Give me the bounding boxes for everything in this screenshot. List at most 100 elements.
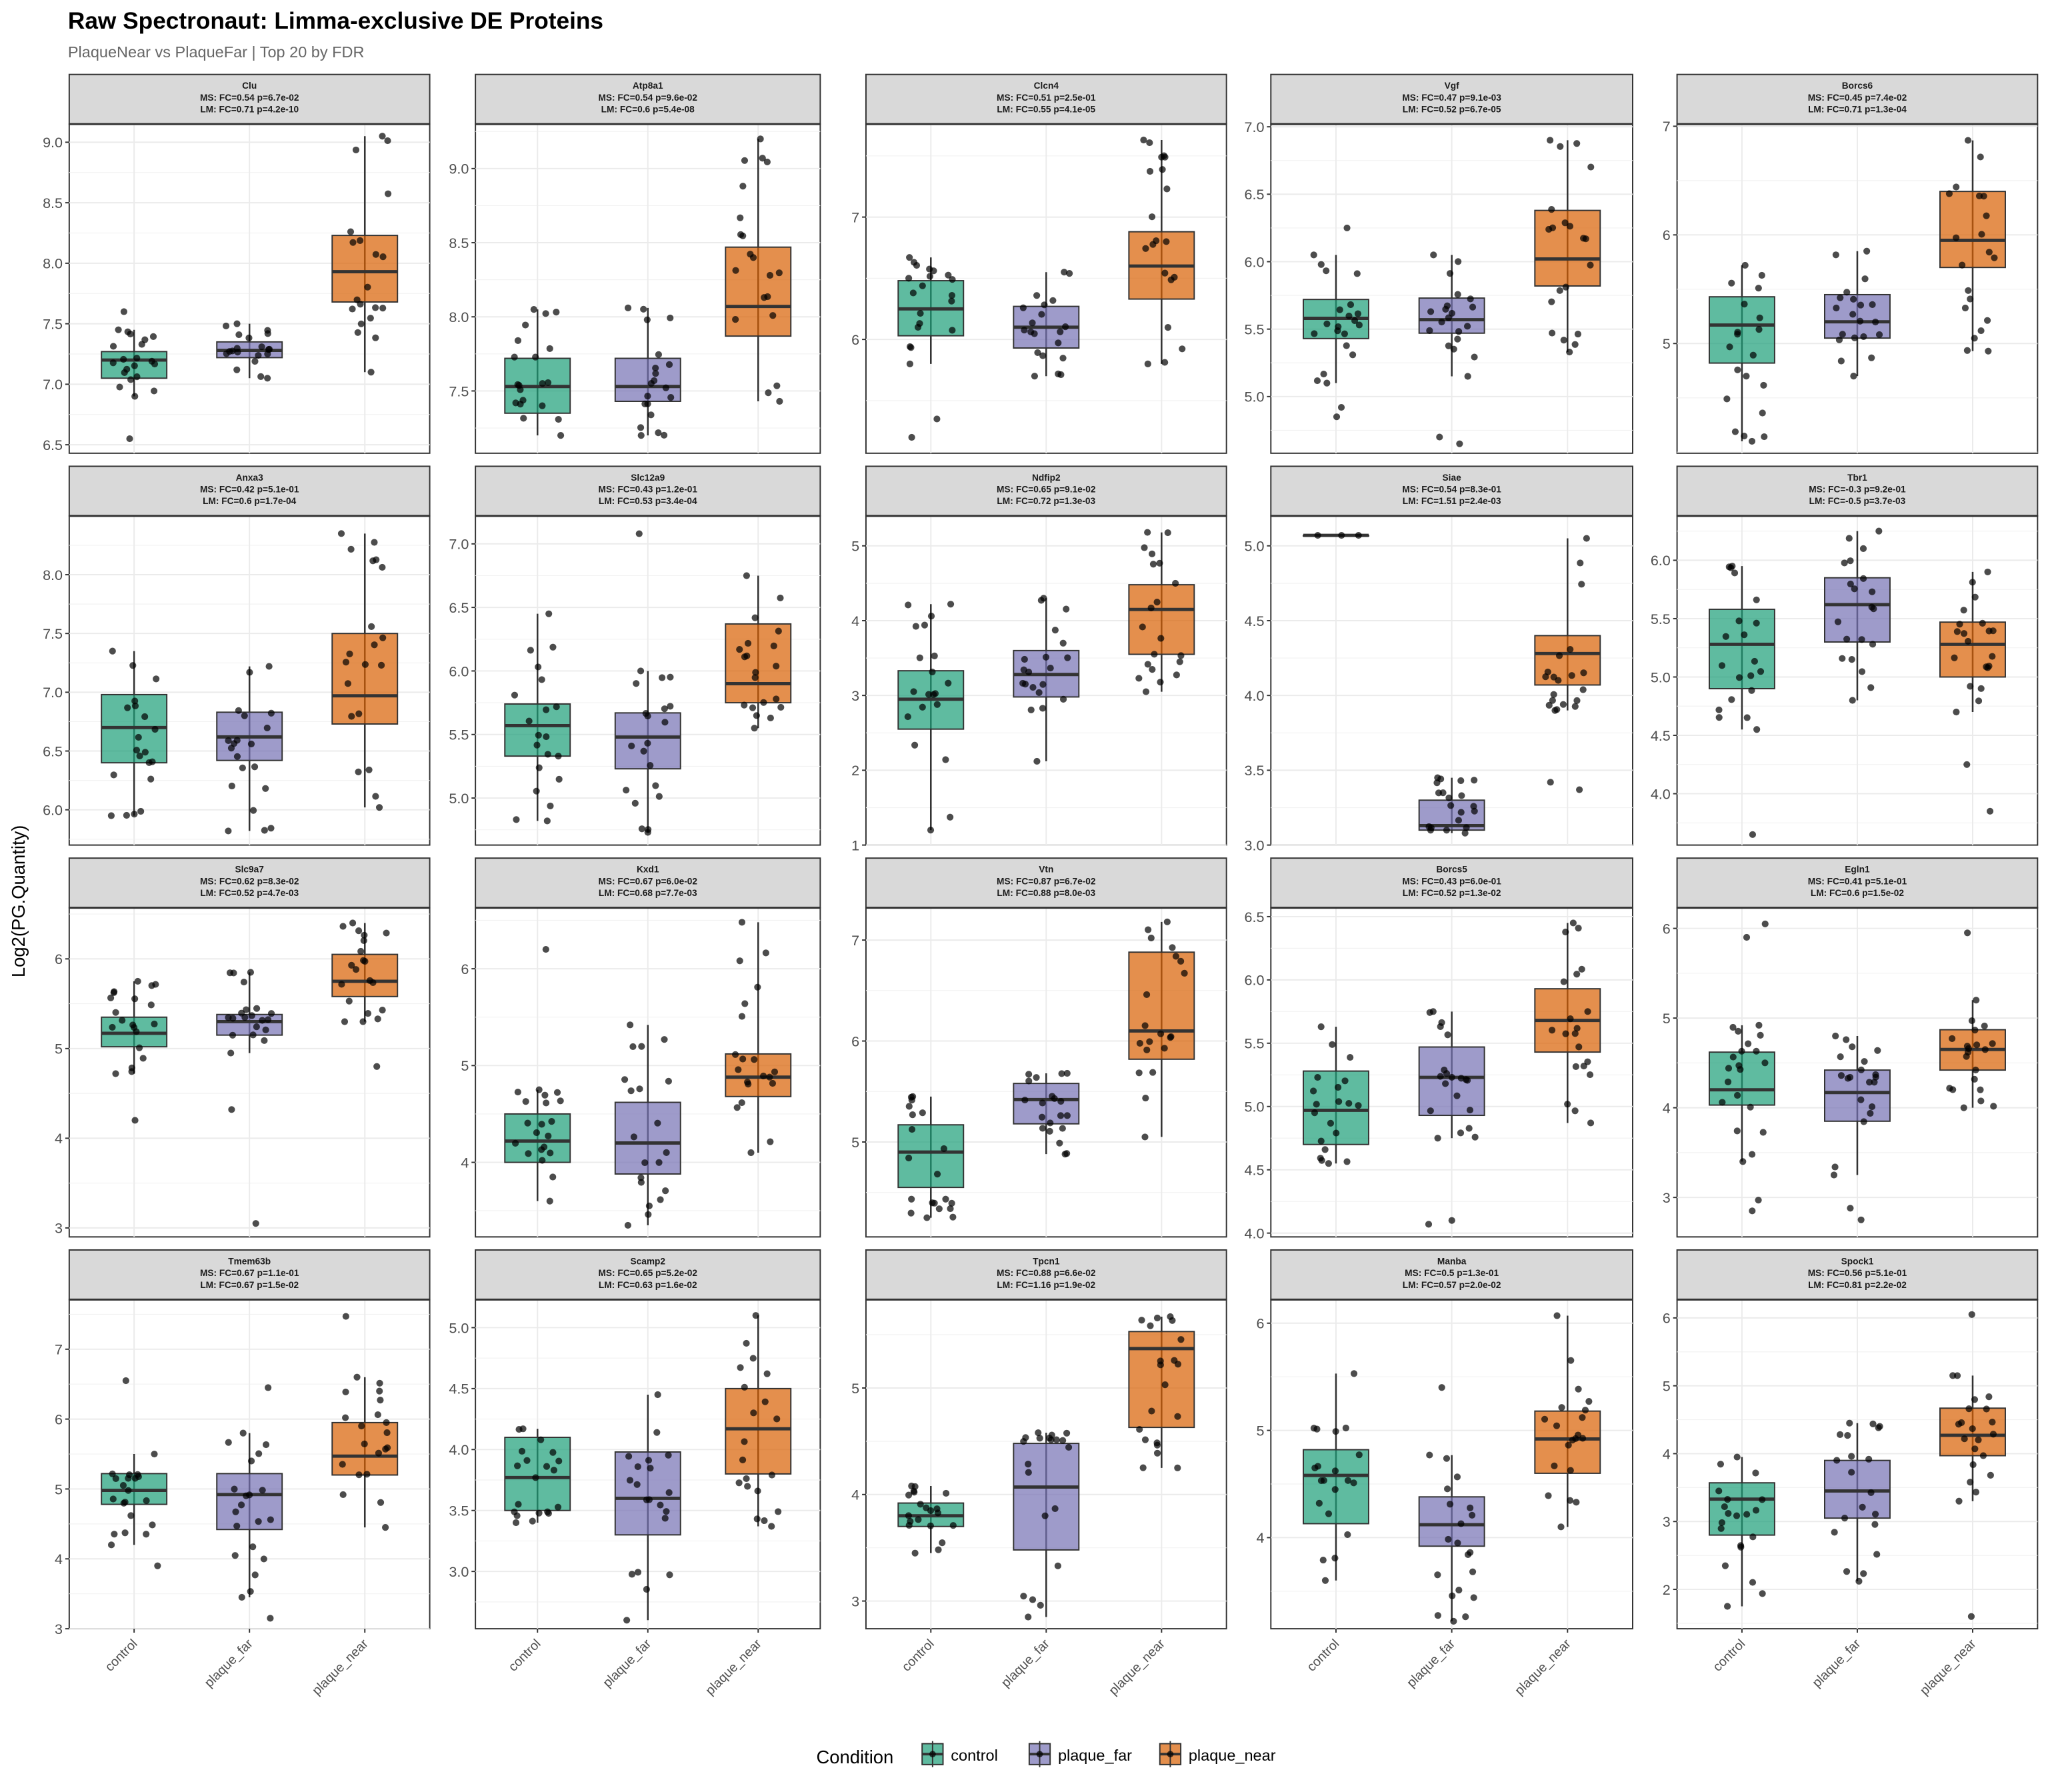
data-point	[651, 377, 658, 385]
data-point	[1454, 291, 1461, 298]
data-point	[255, 1518, 262, 1525]
data-point	[379, 563, 386, 571]
data-point	[364, 283, 371, 291]
data-point	[1560, 337, 1567, 344]
y-tick-label: 6.5	[43, 437, 63, 453]
data-point	[228, 782, 235, 790]
data-point	[1847, 1205, 1854, 1212]
data-point	[635, 530, 643, 537]
data-point	[1350, 1479, 1357, 1487]
data-point	[647, 1465, 654, 1472]
data-point	[252, 1220, 259, 1227]
data-point	[1314, 1073, 1321, 1081]
data-point	[1989, 1419, 1996, 1426]
data-point	[751, 614, 759, 621]
data-point	[1343, 224, 1351, 232]
data-point	[1046, 1127, 1053, 1135]
data-point	[1347, 1053, 1354, 1061]
y-tick-label: 3	[1663, 1189, 1671, 1206]
data-point	[1447, 802, 1455, 809]
data-point	[1345, 1099, 1353, 1107]
data-point	[251, 357, 259, 365]
data-point	[239, 764, 246, 771]
box-plaque_near	[1939, 568, 2006, 815]
data-point	[1566, 1497, 1574, 1504]
y-tick-label: 5	[1663, 1378, 1671, 1395]
data-point	[543, 817, 551, 825]
data-point	[1835, 336, 1843, 343]
data-point	[1867, 684, 1875, 691]
data-point	[1051, 1095, 1058, 1102]
box-iqr	[331, 633, 399, 725]
data-point	[1757, 1031, 1764, 1039]
data-point	[761, 1398, 769, 1405]
data-point	[550, 1467, 557, 1474]
box-plaque_far	[1418, 1008, 1485, 1228]
data-point	[1020, 666, 1027, 673]
data-point	[1735, 1062, 1743, 1069]
data-point	[662, 1187, 669, 1195]
data-point	[1846, 1419, 1853, 1427]
data-point	[357, 947, 365, 955]
gene-name: Egln1	[1845, 865, 1870, 875]
box-iqr	[1128, 1331, 1195, 1429]
data-point	[637, 667, 645, 675]
data-point	[368, 623, 375, 630]
data-point	[1759, 409, 1766, 417]
y-tick-label: 5	[1663, 335, 1671, 352]
data-point	[112, 1070, 119, 1077]
data-point	[1984, 568, 1991, 576]
data-point	[549, 1449, 557, 1456]
box-plaque_far	[1013, 269, 1080, 380]
data-point	[1318, 1157, 1325, 1164]
data-point	[1439, 789, 1447, 797]
data-point	[1442, 1080, 1449, 1087]
data-point	[1063, 1069, 1071, 1077]
data-point	[1875, 331, 1883, 339]
data-point	[908, 1195, 915, 1203]
data-point	[1344, 1531, 1351, 1539]
data-point	[349, 305, 356, 313]
box-plaque_far	[614, 530, 681, 836]
strip-header	[1270, 1249, 1633, 1301]
box-plaque_near	[1534, 137, 1601, 356]
data-point	[1334, 1083, 1342, 1091]
data-point	[1972, 1066, 1979, 1074]
lm-stats: LM: FC=0.57 p=2.0e-02	[1403, 1280, 1501, 1290]
data-point	[741, 1383, 748, 1391]
data-point	[541, 1091, 549, 1099]
data-point	[1314, 531, 1321, 539]
data-point	[151, 1020, 158, 1028]
data-point	[744, 639, 752, 647]
data-point	[1463, 824, 1470, 831]
y-tick-label: 5.5	[1651, 611, 1671, 627]
data-point	[141, 713, 149, 721]
data-point	[912, 623, 919, 630]
data-point	[643, 1585, 650, 1593]
data-point	[667, 703, 674, 710]
data-point	[1587, 163, 1595, 171]
data-point	[353, 296, 361, 303]
data-point	[533, 741, 541, 749]
data-point	[1035, 1429, 1042, 1437]
data-point	[1969, 1461, 1977, 1469]
lm-stats: LM: FC=0.68 p=7.7e-03	[599, 888, 697, 898]
data-point	[1989, 653, 1996, 660]
data-point	[131, 1475, 139, 1482]
data-point	[738, 1013, 746, 1020]
data-point	[116, 383, 123, 391]
data-point	[1333, 413, 1341, 421]
box-iqr	[1128, 584, 1195, 655]
data-point	[535, 1086, 543, 1093]
data-point	[752, 669, 759, 676]
data-point	[1141, 544, 1148, 551]
data-point	[247, 1588, 254, 1595]
data-point	[519, 1425, 527, 1433]
y-tick-label: 1	[851, 837, 859, 853]
y-tick-label: 3	[55, 1220, 63, 1237]
data-point	[741, 1438, 748, 1445]
data-point	[347, 545, 355, 553]
data-point	[1467, 295, 1474, 303]
data-point	[1549, 224, 1557, 231]
data-point	[1564, 1101, 1571, 1108]
